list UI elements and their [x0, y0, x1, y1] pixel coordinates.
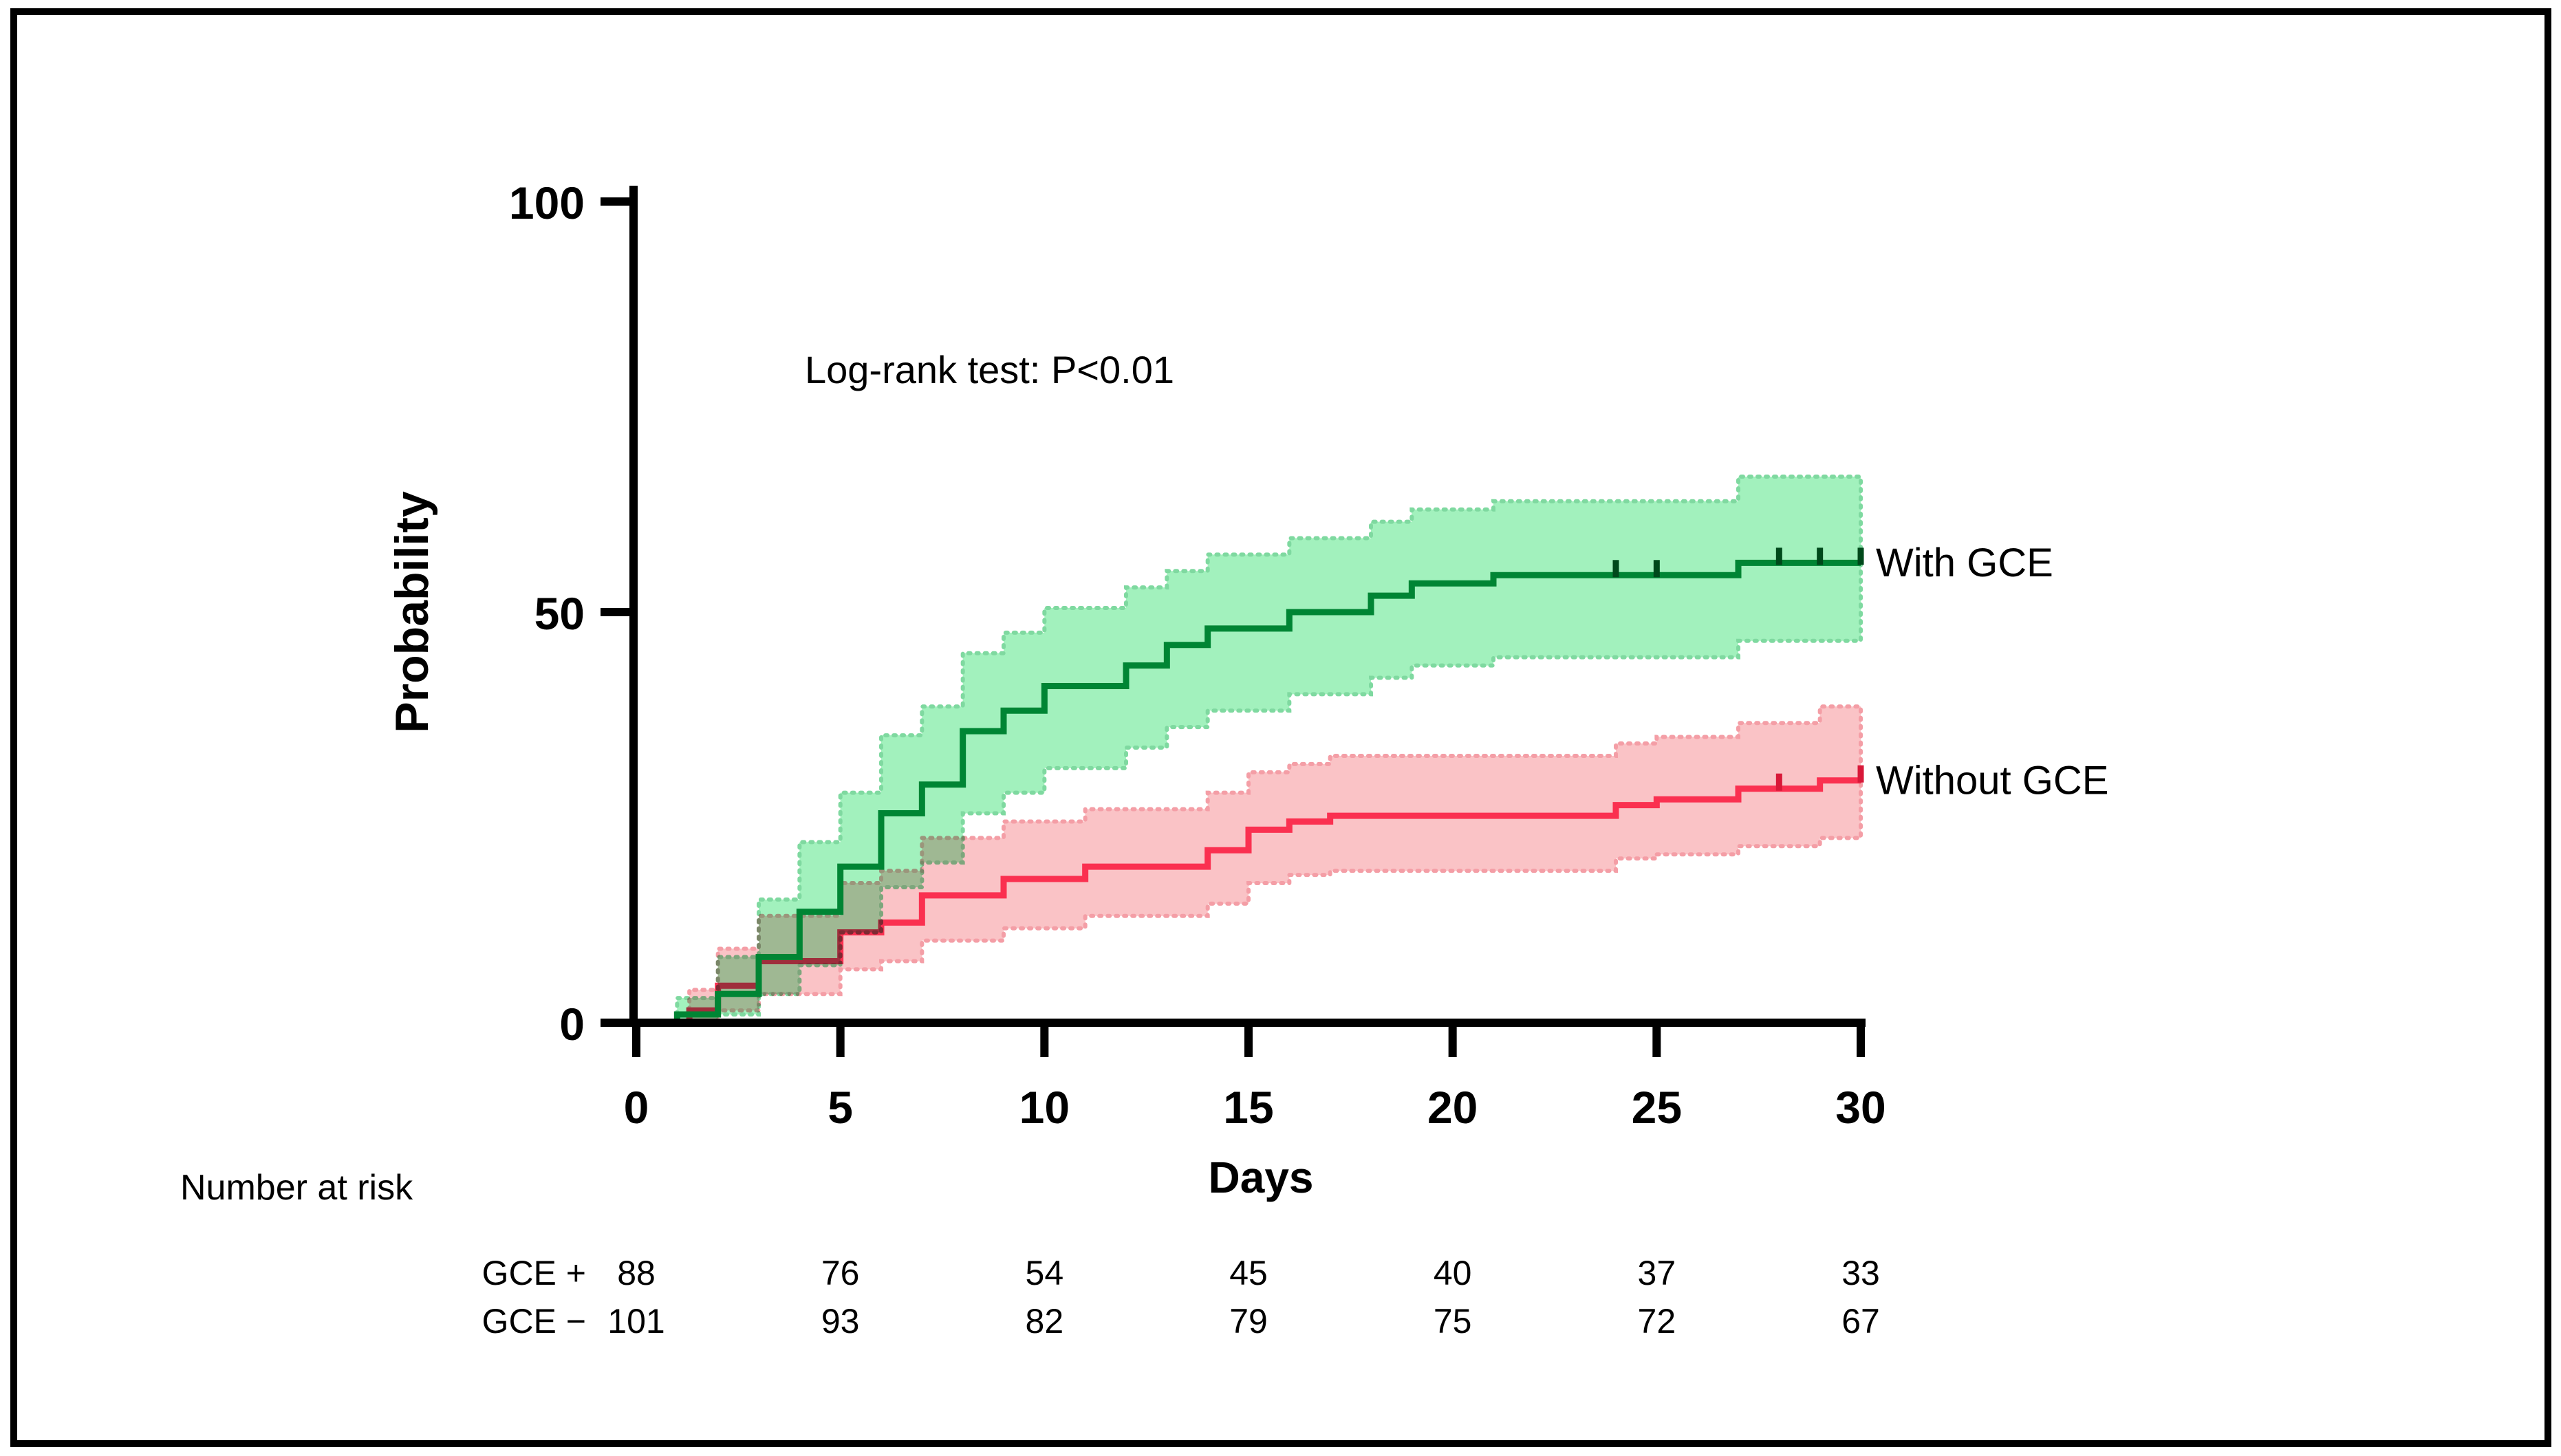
risk-cell: 88 [617, 1254, 656, 1292]
x-tick-labels: 0 5 10 15 20 25 30 [624, 1082, 1886, 1133]
curve-with-gce [636, 559, 1861, 1026]
risk-cell: 76 [821, 1254, 860, 1292]
risk-cell: 75 [1434, 1302, 1472, 1340]
figure-border [10, 8, 2551, 1447]
x-tick-marks [632, 1023, 1865, 1057]
series-label-with-gce: With GCE [1876, 541, 2053, 585]
series-labels: Without GCE With GCE [1876, 541, 2108, 803]
x-tick-label: 20 [1427, 1082, 1478, 1133]
plot-series-layer [636, 474, 1864, 1026]
risk-row-label: GCE + [482, 1254, 586, 1292]
number-at-risk-title: Number at risk [180, 1168, 413, 1208]
x-tick-label: 0 [624, 1082, 649, 1133]
y-tick-labels: 0 50 100 [509, 177, 585, 1050]
risk-cell: 37 [1638, 1254, 1676, 1292]
x-tick-label: 5 [828, 1082, 853, 1133]
ci-band-with-gce [636, 474, 1863, 1025]
logrank-annotation: Log-rank test: P<0.01 [805, 348, 1174, 391]
y-axis-title: Probability [386, 491, 438, 733]
x-tick-label: 30 [1835, 1082, 1885, 1133]
risk-cell: 45 [1229, 1254, 1268, 1292]
risk-cell: 33 [1841, 1254, 1880, 1292]
risk-cell: 82 [1026, 1302, 1064, 1340]
risk-cell: 67 [1841, 1302, 1880, 1340]
risk-cell: 40 [1434, 1254, 1472, 1292]
number-at-risk-table: GCE + 88 76 54 45 40 37 33 GCE − 101 93 82 79 75 72 67 [482, 1254, 1880, 1340]
risk-row-label: GCE − [482, 1302, 586, 1340]
axes [601, 186, 1866, 1057]
y-tick-label: 100 [509, 177, 585, 228]
x-tick-label: 25 [1632, 1082, 1682, 1133]
x-axis-title: Days [1209, 1153, 1314, 1202]
series-label-without-gce: Without GCE [1876, 758, 2108, 803]
x-tick-label: 10 [1019, 1082, 1070, 1133]
y-tick-label: 50 [534, 588, 585, 639]
risk-cell: 93 [821, 1302, 860, 1340]
risk-cell: 101 [607, 1302, 664, 1340]
y-tick-marks [601, 197, 634, 1027]
risk-cell: 72 [1638, 1302, 1676, 1340]
risk-cell: 79 [1229, 1302, 1268, 1340]
y-tick-label: 0 [559, 999, 585, 1050]
risk-cell: 54 [1026, 1254, 1064, 1292]
x-tick-label: 15 [1223, 1082, 1273, 1133]
